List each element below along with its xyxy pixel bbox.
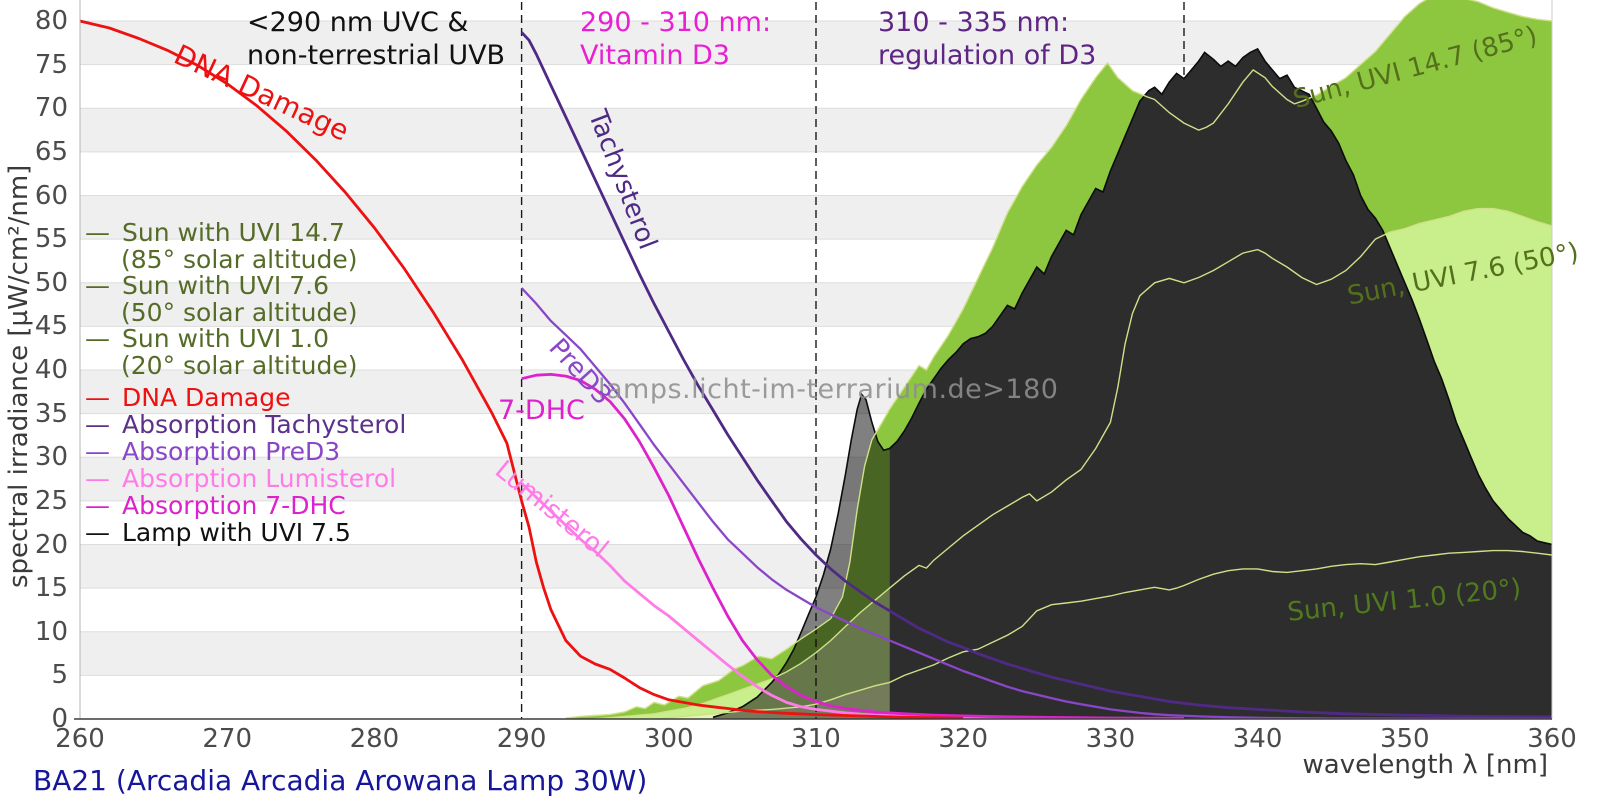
watermark: lamps.licht-im-terrarium.de>180 <box>598 374 1059 405</box>
legend-swatch: — <box>85 383 110 412</box>
y-tick-label: 80 <box>34 6 68 36</box>
legend-swatch: — <box>85 271 110 300</box>
x-tick-label: 360 <box>1527 724 1577 754</box>
annotation-line: non-terrestrial UVB <box>247 40 506 71</box>
annotation-line: Vitamin D3 <box>580 40 730 71</box>
x-tick-label: 330 <box>1085 724 1136 754</box>
y-tick-label: 40 <box>34 355 68 385</box>
legend-label: Sun with UVI 1.0 <box>122 324 329 353</box>
x-tick-label: 260 <box>55 724 105 754</box>
y-tick-label: 75 <box>34 49 68 80</box>
annotation-regulation: 310 - 335 nm: regulation of D3 <box>878 6 1096 72</box>
legend-label: (85° solar altitude) <box>121 245 358 274</box>
x-tick-label: 270 <box>202 724 252 754</box>
legend-item: — Lamp with UVI 7.5 <box>85 519 351 546</box>
legend-item: (50° solar altitude) <box>85 299 358 326</box>
legend-label: DNA Damage <box>122 383 291 412</box>
annotation-vitd3: 290 - 310 nm: Vitamin D3 <box>580 6 771 72</box>
legend-label: Absorption 7-DHC <box>122 491 346 520</box>
y-tick-label: 55 <box>34 224 68 255</box>
sun-outline <box>595 207 1552 719</box>
lamp-area-uva <box>889 48 1552 719</box>
legend-label: Sun with UVI 14.7 <box>122 218 345 247</box>
y-tick-label: 50 <box>34 267 68 298</box>
legend-item: (85° solar altitude) <box>85 246 358 273</box>
legend-item: — Absorption Tachysterol <box>85 411 406 438</box>
annotation-line: <290 nm UVC & <box>247 7 469 38</box>
legend-swatch: — <box>85 218 110 247</box>
x-tick-label: 280 <box>349 724 400 754</box>
legend-swatch: — <box>85 464 110 493</box>
legend-item: — Sun with UVI 14.7 <box>85 219 345 246</box>
x-tick-label: 300 <box>643 724 694 754</box>
annotation-line: 310 - 335 nm: <box>878 7 1070 38</box>
legend-label: (50° solar altitude) <box>121 298 358 327</box>
x-axis-label: wavelength λ [nm] <box>1302 750 1548 780</box>
y-tick-label: 15 <box>34 573 68 604</box>
legend-item: — Absorption Lumisterol <box>85 465 396 492</box>
legend-swatch: — <box>85 410 110 439</box>
lamp-outline <box>712 47 1552 719</box>
y-tick-label: 10 <box>34 616 68 647</box>
curve-absorption-7-dhc <box>521 373 1185 719</box>
y-tick-label: 30 <box>34 442 68 473</box>
y-tick-label: 25 <box>34 485 68 516</box>
y-tick-label: 5 <box>51 660 68 691</box>
legend-label: Absorption Tachysterol <box>122 410 407 439</box>
curve-label-7-dhc: 7-DHC <box>498 395 585 426</box>
y-tick-label: 45 <box>34 311 68 342</box>
annotation-line: 290 - 310 nm: <box>580 7 772 38</box>
legend-item: — DNA Damage <box>85 384 291 411</box>
curve-absorption-pred3 <box>520 287 1552 719</box>
legend-label: (20° solar altitude) <box>121 351 358 380</box>
legend-swatch: — <box>85 437 110 466</box>
x-tick-label: 340 <box>1232 724 1283 754</box>
y-tick-label: 20 <box>34 529 68 560</box>
legend-item: — Sun with UVI 7.6 <box>85 272 329 299</box>
legend-item: — Absorption PreD3 <box>85 438 340 465</box>
x-tick-label: 350 <box>1379 724 1430 754</box>
legend-swatch: — <box>85 324 110 353</box>
chart-title: BA21 (Arcadia Arcadia Arowana Lamp 30W) <box>33 764 648 797</box>
legend-label: Lamp with UVI 7.5 <box>122 518 351 547</box>
legend-item: — Sun with UVI 1.0 <box>85 325 329 352</box>
legend-label: Absorption PreD3 <box>122 437 341 466</box>
y-tick-label: 60 <box>34 180 68 211</box>
x-tick-label: 290 <box>496 724 547 754</box>
annotation-line: regulation of D3 <box>878 40 1097 71</box>
curve-absorption-tachysterol <box>520 31 1552 719</box>
legend-item: — Absorption 7-DHC <box>85 492 346 519</box>
y-tick-label: 70 <box>34 93 68 124</box>
x-tick-label: 320 <box>938 724 988 754</box>
annotation-uvc: <290 nm UVC & non-terrestrial UVB <box>247 6 505 72</box>
curve-dna-damage <box>80 19 964 719</box>
legend-swatch: — <box>85 491 110 520</box>
sun-outline <box>654 549 1552 719</box>
legend-label: Absorption Lumisterol <box>122 464 397 493</box>
legend-label: Sun with UVI 7.6 <box>122 271 329 300</box>
y-tick-label: 0 <box>51 704 68 734</box>
y-tick-label: 65 <box>34 136 68 167</box>
x-tick-label: 310 <box>791 724 841 754</box>
y-tick-label: 35 <box>34 398 68 429</box>
legend-swatch: — <box>85 518 110 547</box>
legend-item: (20° solar altitude) <box>85 352 358 379</box>
